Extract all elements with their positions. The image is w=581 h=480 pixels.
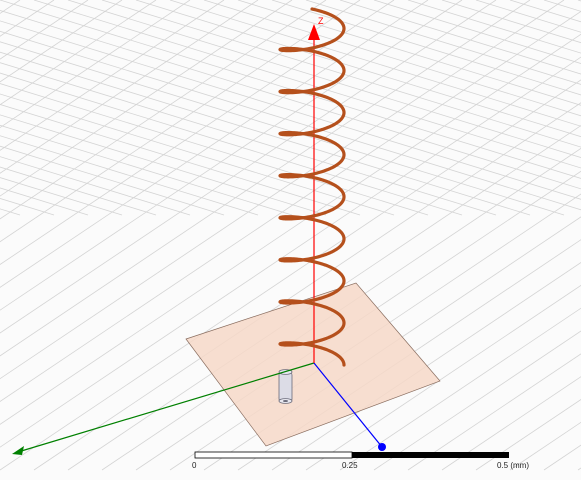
grid-line bbox=[271, 0, 581, 96]
grid-line bbox=[0, 135, 259, 216]
grid-line bbox=[0, 0, 293, 197]
grid-line bbox=[0, 145, 225, 216]
grid-line bbox=[373, 330, 581, 471]
grid-line bbox=[135, 0, 581, 138]
grid-line bbox=[0, 0, 157, 106]
grid-line bbox=[0, 0, 565, 380]
grid-line bbox=[441, 376, 581, 471]
grid-line bbox=[0, 51, 531, 216]
grid-line bbox=[0, 0, 395, 266]
grid-line bbox=[0, 93, 395, 216]
grid-line bbox=[0, 0, 463, 311]
feed-probe[interactable] bbox=[278, 369, 293, 404]
grid-line bbox=[305, 284, 581, 471]
grid-line bbox=[0, 83, 429, 216]
grid-line bbox=[169, 0, 581, 127]
grid-line bbox=[0, 156, 191, 216]
grid-line bbox=[203, 0, 581, 117]
grid-line bbox=[0, 177, 123, 216]
grid-line bbox=[339, 0, 581, 75]
grid-line bbox=[0, 0, 259, 174]
grid-line bbox=[0, 166, 157, 216]
grid-line bbox=[339, 307, 581, 471]
grid-line bbox=[305, 0, 581, 85]
grid-line bbox=[0, 33, 581, 425]
scale-label-quarter: 0.25 bbox=[342, 461, 358, 470]
x-axis-arrowhead bbox=[378, 443, 386, 451]
grid-line bbox=[0, 79, 581, 471]
scale-label-half: 0.5 (mm) bbox=[497, 461, 529, 470]
grid-line bbox=[441, 0, 581, 44]
grid-line bbox=[237, 0, 581, 106]
grid-line bbox=[67, 125, 581, 471]
grid-line bbox=[0, 62, 497, 216]
grid-line bbox=[0, 10, 581, 402]
y-axis-arrowhead bbox=[12, 446, 24, 455]
grid-line bbox=[407, 0, 581, 54]
grid-line bbox=[0, 0, 361, 243]
helix-antenna[interactable] bbox=[278, 7, 346, 367]
scale-label-zero: 0 bbox=[192, 461, 197, 470]
grid-line bbox=[0, 197, 55, 216]
grid-line bbox=[0, 0, 429, 288]
grid-line bbox=[407, 353, 581, 471]
scale-bar-black-segment bbox=[352, 452, 509, 458]
grid-line bbox=[0, 0, 225, 151]
grid-line bbox=[67, 0, 581, 158]
grid-line bbox=[0, 72, 463, 216]
grid-line bbox=[475, 399, 581, 471]
x-axis bbox=[313, 362, 383, 448]
grid-line bbox=[0, 104, 361, 216]
z-axis-label: Z bbox=[318, 16, 324, 26]
grid-line bbox=[543, 444, 581, 471]
grid-line bbox=[0, 30, 581, 211]
grid-line bbox=[101, 0, 581, 148]
feed-probe-core bbox=[283, 400, 288, 402]
grid-line bbox=[33, 0, 581, 169]
ground-plane[interactable] bbox=[185, 282, 441, 447]
grid-line bbox=[0, 0, 497, 334]
grid-line bbox=[0, 0, 123, 83]
y-axis bbox=[17, 362, 315, 453]
grid-line bbox=[0, 0, 327, 220]
grid-line bbox=[0, 0, 55, 37]
grid-line bbox=[373, 0, 581, 64]
grid-line bbox=[0, 20, 581, 200]
grid-line bbox=[0, 10, 581, 190]
scale-bar-white-segment bbox=[194, 451, 353, 459]
grid-line bbox=[0, 41, 565, 216]
grid-line bbox=[0, 124, 293, 216]
z-axis-arrowhead bbox=[308, 24, 320, 40]
grid-line bbox=[0, 114, 327, 216]
scale-bar bbox=[194, 451, 509, 459]
grid-line bbox=[33, 102, 581, 471]
grid-line bbox=[0, 56, 581, 448]
grid-line bbox=[0, 0, 581, 179]
grid-line bbox=[0, 0, 531, 357]
grid-line bbox=[0, 0, 191, 129]
feed-probe-body bbox=[278, 371, 293, 403]
